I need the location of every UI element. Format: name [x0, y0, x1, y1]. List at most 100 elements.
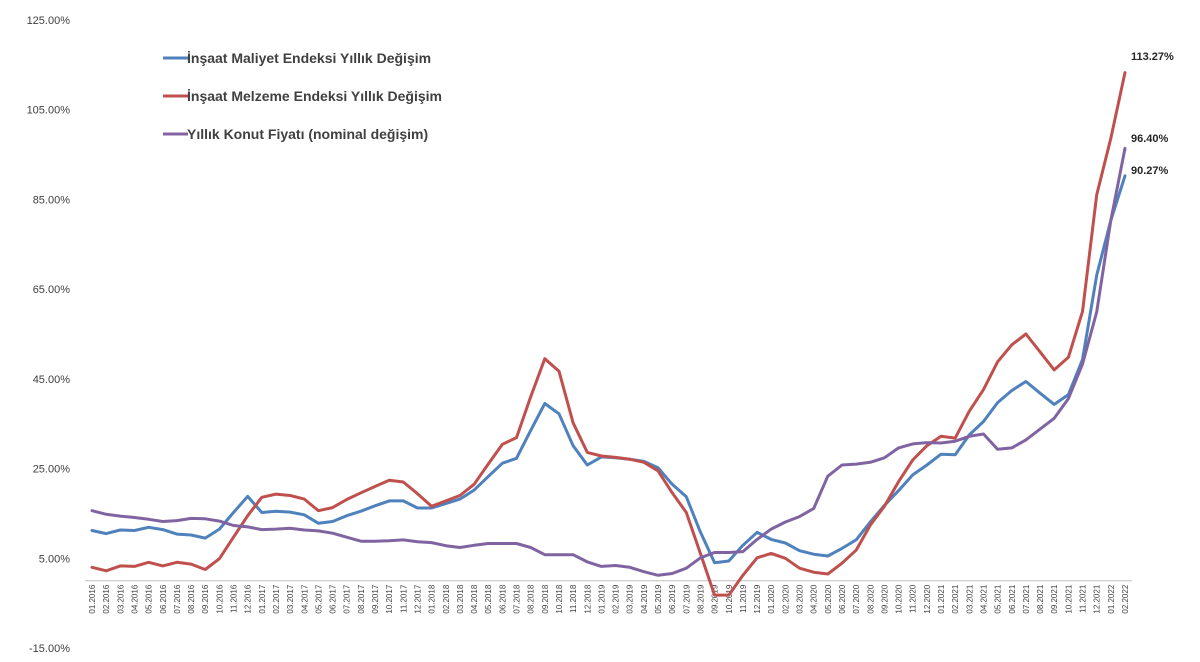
x-tick-label: 12.2020: [923, 584, 932, 613]
legend-item-melzeme: İnşaat Melzeme Endeksi Yıllık Değişim: [163, 88, 442, 104]
x-tick-label: 04.2016: [130, 584, 139, 613]
x-tick-label: 04.2020: [810, 584, 819, 613]
end-label-konut: 96.40%: [1131, 133, 1169, 145]
x-tick-label: 02.2021: [951, 584, 960, 613]
legend-item-konut: Yıllık Konut Fiyatı (nominal değişim): [163, 126, 428, 142]
x-tick-label: 09.2021: [1050, 584, 1059, 613]
y-tick-label: 125.00%: [27, 15, 71, 27]
x-tick-label: 08.2020: [866, 584, 875, 613]
x-tick-label: 10.2019: [725, 584, 734, 613]
y-tick-label: 45.00%: [33, 374, 71, 386]
x-tick-label: 06.2019: [668, 584, 677, 613]
x-axis: 01.2016 02.2016 03.2016 04.2016 05.2016 06.20…: [88, 584, 1130, 613]
x-tick-label: 03.2021: [965, 584, 974, 613]
x-tick-label: 05.2021: [994, 584, 1003, 613]
x-tick-label: 04.2019: [640, 584, 649, 613]
legend-label-maliyet: İnşaat Maliyet Endeksi Yıllık Değişim: [187, 50, 431, 66]
x-tick-label: 07.2020: [852, 584, 861, 613]
x-tick-label: 01.2022: [1107, 584, 1116, 613]
x-tick-label: 02.2022: [1121, 584, 1130, 613]
x-tick-label: 09.2019: [711, 584, 720, 613]
x-tick-label: 11.2017: [399, 584, 408, 613]
x-tick-label: 07.2017: [343, 584, 352, 613]
x-tick-label: 02.2017: [272, 584, 281, 613]
y-tick-label: 85.00%: [33, 194, 71, 206]
x-tick-label: 03.2019: [626, 584, 635, 613]
y-axis: 125.00% 105.00% 85.00% 65.00% 45.00% 25.00% 5.…: [27, 15, 71, 655]
x-tick-label: 04.2017: [300, 584, 309, 613]
x-tick-label: 10.2018: [555, 584, 564, 613]
x-tick-label: 01.2016: [88, 584, 97, 613]
x-tick-label: 03.2020: [796, 584, 805, 613]
x-tick-label: 08.2021: [1036, 584, 1045, 613]
x-tick-label: 12.2019: [753, 584, 762, 613]
series-layer: [90, 71, 1127, 597]
x-tick-label: 01.2019: [597, 584, 606, 613]
x-tick-label: 06.2017: [329, 584, 338, 613]
x-tick-label: 01.2020: [767, 584, 776, 613]
x-tick-label: 09.2017: [371, 584, 380, 613]
x-tick-label: 10.2017: [385, 584, 394, 613]
x-tick-label: 11.2018: [569, 584, 578, 613]
x-tick-label: 06.2016: [159, 584, 168, 613]
x-tick-label: 01.2017: [258, 584, 267, 613]
x-tick-label: 06.2018: [498, 584, 507, 613]
series-line-0: [90, 174, 1127, 565]
x-tick-label: 02.2018: [442, 584, 451, 613]
x-tick-label: 05.2018: [484, 584, 493, 613]
x-tick-label: 03.2017: [286, 584, 295, 613]
x-tick-label: 05.2016: [145, 584, 154, 613]
legend: İnşaat Maliyet Endeksi Yıllık Değişim İn…: [163, 50, 442, 142]
legend-item-maliyet: İnşaat Maliyet Endeksi Yıllık Değişim: [163, 50, 431, 66]
x-tick-label: 05.2019: [654, 584, 663, 613]
x-tick-label: 03.2016: [116, 584, 125, 613]
end-labels: 113.27% 96.40% 90.27%: [1131, 51, 1174, 177]
series-line-1: [90, 71, 1127, 597]
end-label-maliyet: 90.27%: [1131, 165, 1169, 177]
x-tick-label: 08.2016: [187, 584, 196, 613]
x-tick-label: 02.2016: [102, 584, 111, 613]
x-tick-label: 07.2019: [682, 584, 691, 613]
x-tick-label: 01.2021: [937, 584, 946, 613]
x-tick-label: 11.2016: [230, 584, 239, 613]
y-tick-label: 65.00%: [33, 284, 71, 296]
y-tick-label: 25.00%: [33, 464, 71, 476]
legend-label-melzeme: İnşaat Melzeme Endeksi Yıllık Değişim: [187, 88, 442, 104]
x-tick-label: 12.2018: [583, 584, 592, 613]
x-tick-label: 01.2018: [428, 584, 437, 613]
end-label-melzeme: 113.27%: [1131, 51, 1174, 63]
x-tick-label: 07.2021: [1022, 584, 1031, 613]
x-tick-label: 07.2016: [173, 584, 182, 613]
x-tick-label: 09.2020: [880, 584, 889, 613]
x-tick-label: 09.2018: [541, 584, 550, 613]
x-tick-label: 08.2018: [527, 584, 536, 613]
y-tick-label: 105.00%: [27, 105, 71, 117]
x-tick-label: 05.2017: [314, 584, 323, 613]
x-tick-label: 08.2017: [357, 584, 366, 613]
x-tick-label: 07.2018: [513, 584, 522, 613]
x-tick-label: 04.2021: [979, 584, 988, 613]
x-tick-label: 02.2019: [612, 584, 621, 613]
y-tick-label: 5.00%: [39, 553, 70, 565]
x-tick-label: 11.2020: [909, 584, 918, 613]
x-tick-label: 04.2018: [470, 584, 479, 613]
x-tick-label: 12.2016: [244, 584, 253, 613]
x-tick-label: 11.2021: [1079, 584, 1088, 613]
x-tick-label: 12.2021: [1093, 584, 1102, 613]
x-tick-label: 12.2017: [413, 584, 422, 613]
x-tick-label: 02.2020: [781, 584, 790, 613]
x-tick-label: 10.2016: [215, 584, 224, 613]
x-tick-label: 10.2021: [1064, 584, 1073, 613]
x-tick-label: 06.2021: [1008, 584, 1017, 613]
x-tick-label: 11.2019: [739, 584, 748, 613]
x-tick-label: 10.2020: [895, 584, 904, 613]
legend-label-konut: Yıllık Konut Fiyatı (nominal değişim): [187, 126, 428, 142]
x-tick-label: 06.2020: [838, 584, 847, 613]
series-line-2: [90, 146, 1127, 577]
x-tick-label: 09.2016: [201, 584, 210, 613]
y-tick-label: -15.00%: [29, 643, 70, 655]
x-tick-label: 08.2019: [696, 584, 705, 613]
x-tick-label: 05.2020: [824, 584, 833, 613]
x-tick-label: 03.2018: [456, 584, 465, 613]
